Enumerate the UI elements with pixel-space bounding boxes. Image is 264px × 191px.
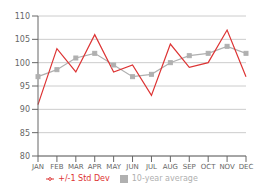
svg-text:SEP: SEP — [183, 163, 196, 171]
svg-text:90: 90 — [20, 105, 30, 114]
svg-text:110: 110 — [15, 12, 30, 21]
html-text:+/-1 Std Dev: +/-1 Std Dev — [58, 174, 110, 183]
svg-text:JUL: JUL — [145, 163, 157, 171]
svg-text:DEC: DEC — [239, 163, 254, 171]
svg-text:APR: APR — [88, 163, 102, 171]
svg-text:100: 100 — [15, 59, 30, 68]
html-text:10-year average: 10-year average — [131, 174, 198, 183]
svg-text:NOV: NOV — [219, 163, 235, 171]
svg-text:MAR: MAR — [68, 163, 84, 171]
svg-text:85: 85 — [20, 129, 30, 138]
svg-text:OCT: OCT — [201, 163, 216, 171]
svg-text:95: 95 — [20, 82, 30, 91]
svg-text:105: 105 — [15, 35, 30, 44]
svg-text:80: 80 — [20, 152, 30, 161]
svg-text:FEB: FEB — [50, 163, 63, 171]
svg-text:JAN: JAN — [31, 163, 44, 171]
svg-text:AUG: AUG — [163, 163, 178, 171]
svg-text:MAY: MAY — [106, 163, 121, 171]
svg-text:JUN: JUN — [125, 163, 138, 171]
